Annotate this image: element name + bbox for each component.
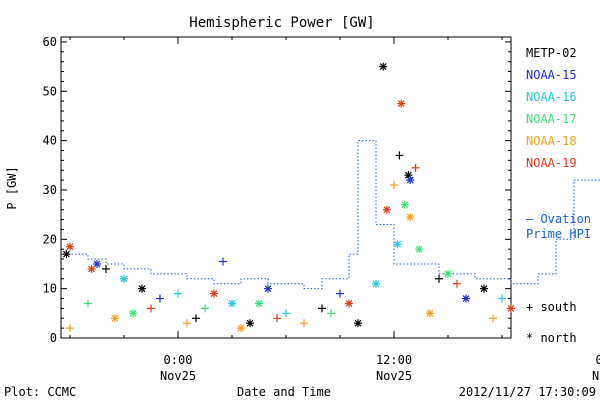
legend: METP-02 NOAA-15 NOAA-16 NOAA-17 NOAA-18 NOAA-… bbox=[526, 46, 577, 170]
data-point-south bbox=[282, 309, 290, 318]
data-point-north bbox=[400, 200, 409, 209]
data-point-north bbox=[237, 324, 245, 333]
legend-item: NOAA-17 bbox=[526, 112, 577, 126]
data-point-south bbox=[453, 279, 461, 288]
data-point-south bbox=[102, 264, 110, 273]
data-point-south bbox=[336, 289, 344, 298]
y-tick-label: 0 bbox=[50, 331, 57, 345]
data-point-north bbox=[397, 99, 406, 108]
data-point-south bbox=[192, 314, 200, 323]
data-point-north bbox=[120, 274, 128, 283]
legend-item: NOAA-19 bbox=[526, 156, 577, 170]
data-point-north bbox=[393, 240, 402, 249]
y-axis: 0 10 20 30 40 50 60 bbox=[43, 35, 511, 345]
data-point-south bbox=[327, 309, 335, 318]
x-tick-date-label: Nov25 bbox=[160, 369, 196, 383]
data-point-north bbox=[382, 205, 391, 214]
x-tick-time-label: 0:00 bbox=[596, 353, 600, 367]
south-marker-note: + south bbox=[526, 300, 577, 314]
data-point-south bbox=[84, 299, 92, 308]
data-point-south bbox=[219, 257, 227, 266]
data-point-north bbox=[379, 62, 388, 71]
y-tick-label: 30 bbox=[43, 183, 57, 197]
data-point-north bbox=[228, 299, 236, 308]
data-point-north bbox=[111, 314, 119, 323]
legend-item: NOAA-15 bbox=[526, 68, 577, 82]
legend-item: NOAA-16 bbox=[526, 90, 577, 104]
data-point-north bbox=[345, 299, 353, 308]
data-point-south bbox=[183, 319, 191, 328]
data-point-north bbox=[93, 259, 101, 268]
data-point-north bbox=[255, 299, 263, 308]
ovation-legend-line2: Prime HPI bbox=[526, 227, 591, 241]
data-point-north bbox=[406, 213, 415, 222]
data-point-north bbox=[354, 319, 362, 328]
data-point-north bbox=[246, 319, 254, 328]
data-point-north bbox=[426, 309, 434, 318]
x-axis: 0:00Nov2512:00Nov250:00Nov2612:00Nov260:… bbox=[69, 37, 600, 383]
data-point-north bbox=[66, 242, 74, 251]
data-point-south bbox=[318, 304, 326, 313]
y-tick-label: 50 bbox=[43, 84, 57, 98]
data-point-north bbox=[507, 304, 515, 313]
data-point-north bbox=[406, 176, 415, 185]
data-point-south bbox=[147, 304, 155, 313]
data-point-south bbox=[489, 314, 497, 323]
plot-timestamp: 2012/11/27 17:30:09 bbox=[459, 385, 596, 399]
data-point-south bbox=[273, 314, 281, 323]
data-point-south bbox=[395, 151, 404, 160]
y-tick-label: 10 bbox=[43, 282, 57, 296]
x-tick-date-label: Nov25 bbox=[376, 369, 412, 383]
plot-frame bbox=[60, 36, 512, 339]
ovation-hpi-line bbox=[61, 140, 600, 290]
x-tick-time-label: 0:00 bbox=[164, 353, 193, 367]
x-tick-date-label: Nov26 bbox=[592, 369, 600, 383]
data-point-north bbox=[444, 269, 452, 278]
data-point-north bbox=[62, 250, 71, 259]
data-point-south bbox=[300, 319, 308, 328]
data-point-north bbox=[372, 279, 380, 288]
data-point-north bbox=[138, 284, 146, 293]
data-point-south bbox=[390, 181, 398, 190]
data-point-south bbox=[498, 294, 506, 303]
data-point-north bbox=[129, 309, 137, 318]
data-points bbox=[62, 62, 515, 333]
ovation-legend-line1: — Ovation bbox=[526, 212, 591, 226]
x-tick-time-label: 12:00 bbox=[376, 353, 412, 367]
y-tick-label: 20 bbox=[43, 232, 57, 246]
chart-title: Hemispheric Power [GW] bbox=[189, 15, 374, 31]
x-axis-label: Date and Time bbox=[237, 385, 331, 399]
data-point-north bbox=[462, 294, 470, 303]
data-point-south bbox=[174, 289, 182, 298]
y-axis-label: P [GW] bbox=[5, 166, 19, 209]
data-point-south bbox=[201, 304, 209, 313]
y-tick-label: 60 bbox=[43, 35, 57, 49]
data-point-south bbox=[156, 294, 164, 303]
y-tick-label: 40 bbox=[43, 134, 57, 148]
data-point-north bbox=[415, 245, 424, 254]
plot-credit: Plot: CCMC bbox=[4, 385, 76, 399]
data-point-south bbox=[66, 324, 74, 333]
data-point-north bbox=[210, 289, 218, 298]
legend-item: METP-02 bbox=[526, 46, 577, 60]
data-point-south bbox=[411, 163, 420, 172]
data-point-north bbox=[264, 284, 272, 293]
north-marker-note: * north bbox=[526, 331, 577, 345]
data-point-north bbox=[87, 264, 96, 273]
data-point-north bbox=[480, 284, 488, 293]
legend-item: NOAA-18 bbox=[526, 134, 577, 148]
data-point-south bbox=[435, 274, 443, 283]
